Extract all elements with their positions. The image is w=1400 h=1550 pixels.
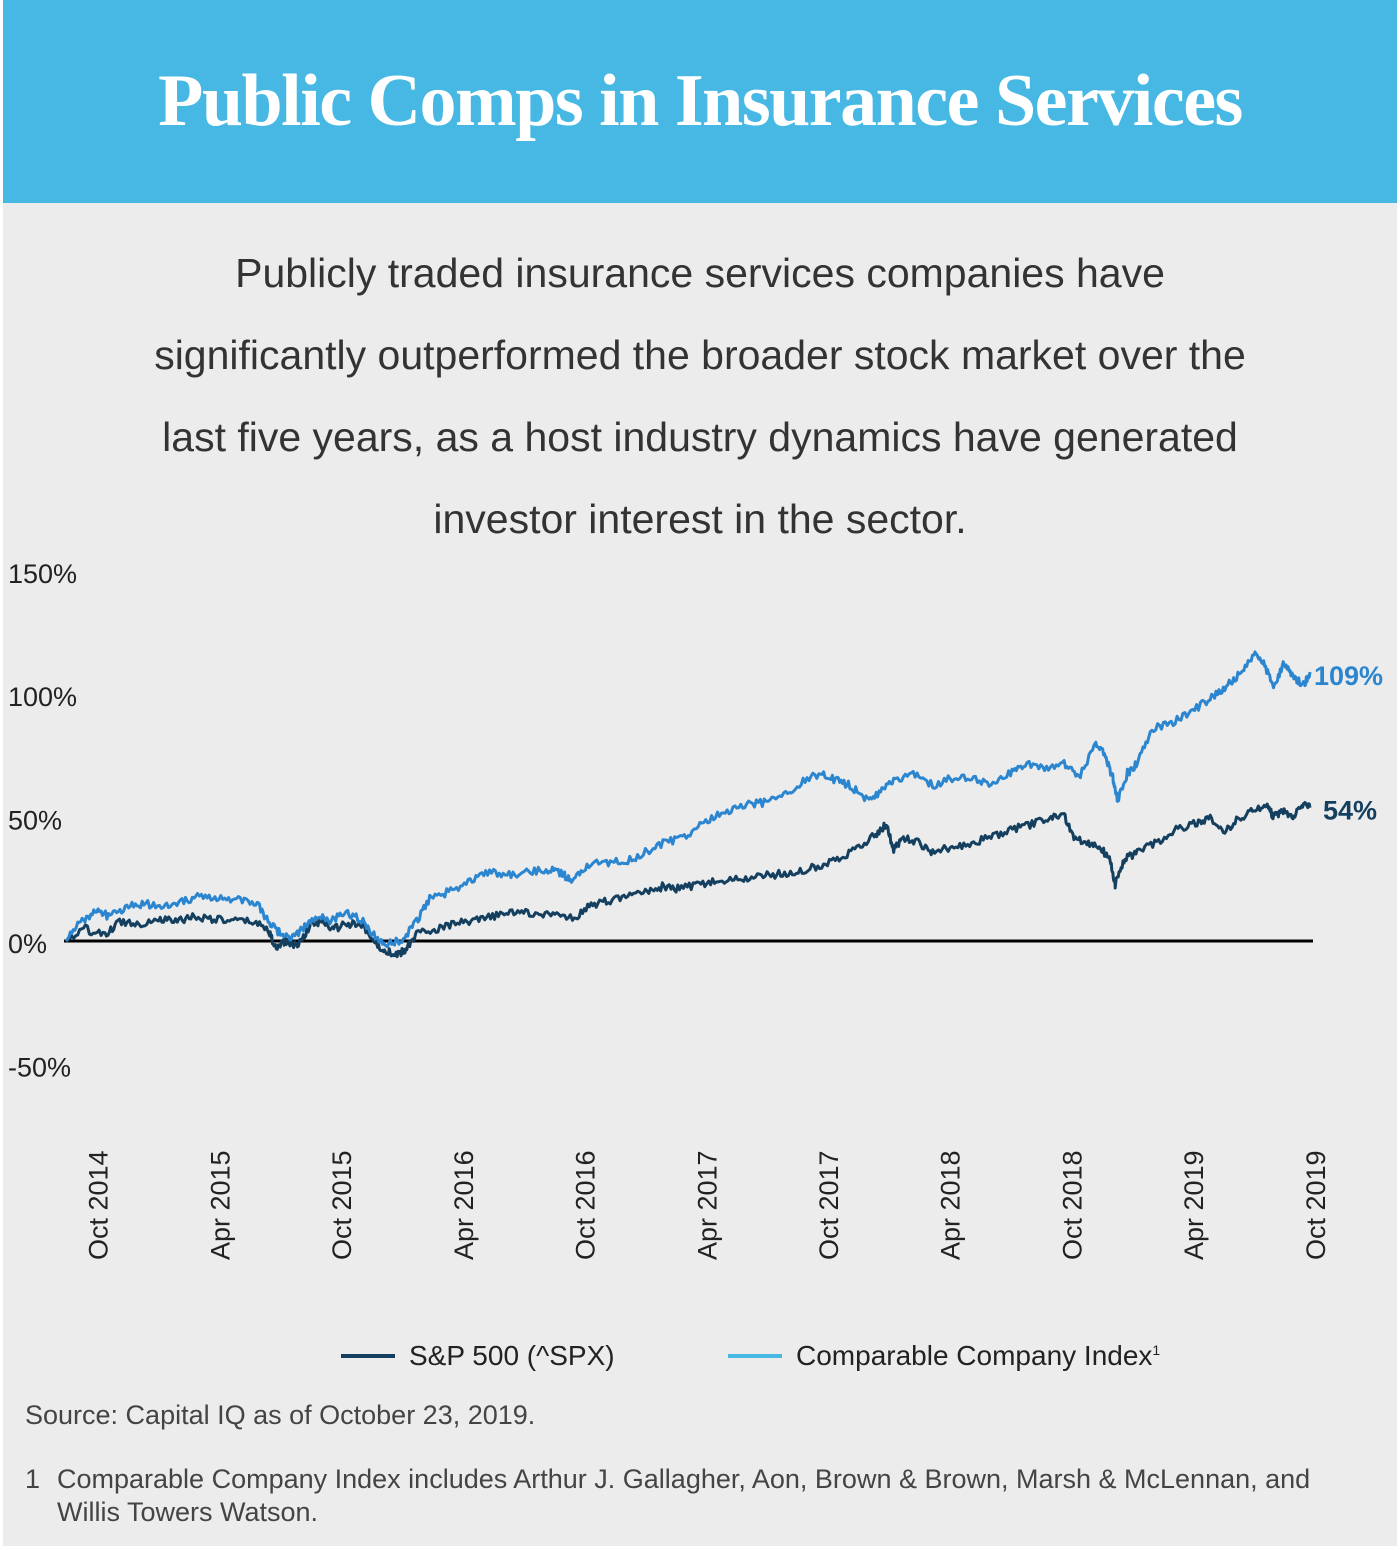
- footnote-text: Comparable Company Index includes Arthur…: [57, 1464, 1311, 1527]
- x-tick-label: Apr 2016: [449, 1150, 479, 1260]
- x-tick-label: Oct 2018: [1057, 1150, 1087, 1260]
- x-tick-label: Oct 2015: [327, 1150, 357, 1260]
- y-tick-label: 50%: [8, 806, 62, 836]
- legend-item-spx: S&P 500 (^SPX): [341, 1340, 615, 1372]
- legend-label-spx: S&P 500 (^SPX): [409, 1340, 615, 1371]
- x-tick-label: Oct 2017: [814, 1150, 844, 1260]
- x-tick-label: Oct 2019: [1301, 1150, 1331, 1260]
- intro-line: Publicly traded insurance services compa…: [235, 250, 1165, 296]
- y-tick-label: 0%: [8, 929, 47, 959]
- series-line-spx: [65, 801, 1312, 959]
- x-tick-label: Oct 2016: [571, 1150, 601, 1260]
- x-tick-label: Oct 2014: [84, 1150, 114, 1260]
- legend-item-comparable: Comparable Company Index 1: [728, 1340, 1160, 1372]
- legend-swatch-spx: [341, 1354, 395, 1358]
- x-tick-label: Apr 2017: [692, 1150, 722, 1260]
- footnote: 1 Comparable Company Index includes Arth…: [25, 1463, 1355, 1529]
- x-tick-label: Apr 2018: [936, 1150, 966, 1260]
- y-tick-label: 100%: [8, 682, 77, 712]
- intro-line: last five years, as a host industry dyna…: [162, 414, 1238, 460]
- x-tick-label: Apr 2019: [1179, 1150, 1209, 1260]
- legend-label-comparable: Comparable Company Index: [796, 1340, 1153, 1371]
- series-end-label-comparable: 109%: [1314, 661, 1383, 691]
- content-panel: [3, 203, 1397, 1546]
- y-tick-label: 150%: [8, 559, 77, 589]
- intro-line: significantly outperformed the broader s…: [154, 332, 1246, 378]
- header-banner: Public Comps in Insurance Services: [3, 0, 1397, 203]
- x-tick-label: Apr 2015: [205, 1150, 235, 1260]
- legend-swatch-comparable: [728, 1354, 782, 1358]
- chart-legend: S&P 500 (^SPX) Comparable Company Index …: [0, 1336, 1400, 1380]
- legend-footnote-marker: 1: [1152, 1342, 1161, 1358]
- series-end-label-spx: 54%: [1323, 796, 1377, 826]
- footnote-number: 1: [25, 1464, 41, 1494]
- y-tick-label: -50%: [8, 1052, 71, 1082]
- series-line-comparable: [64, 650, 1312, 949]
- intro-text: Publicly traded insurance services compa…: [60, 232, 1340, 560]
- page-title: Public Comps in Insurance Services: [158, 60, 1243, 142]
- line-chart: 150% 100% 50% 0% -50% 54% 109% Oct 2014 Apr 2015…: [8, 559, 1383, 1260]
- source-note: Source: Capital IQ as of October 23, 201…: [25, 1400, 536, 1430]
- intro-line: investor interest in the sector.: [433, 496, 967, 542]
